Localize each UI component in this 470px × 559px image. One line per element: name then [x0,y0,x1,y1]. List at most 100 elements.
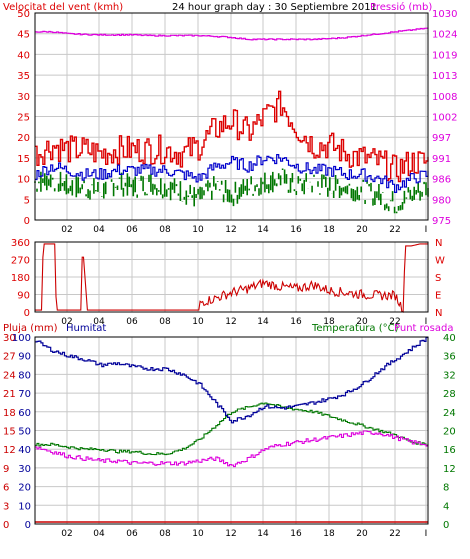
pressure-tick-label: 997 [432,133,451,144]
x-tick-label: 02 [61,529,72,539]
x-tick-label: 08 [159,529,171,539]
rain-tick-label: 0 [3,520,9,531]
temperature-tick-label: 16 [443,445,456,456]
x-tick-label: I [425,529,428,539]
x-tick-label: 14 [257,317,269,327]
direction-tick-label: 360 [11,238,30,249]
compass-tick-label: E [435,291,441,302]
wind-axis-label: Velocitat del vent (kmh) [3,2,123,13]
rain-axis-label: Pluja (mm) [3,323,58,334]
wind-pressure-frame [34,12,429,221]
x-tick-label: 04 [93,225,105,235]
temperature-tick-label: 32 [443,370,456,381]
temperature-axis-label: Temperatura (°C) [311,323,399,334]
x-tick-label: 12 [225,317,236,327]
temperature-series [35,402,429,456]
x-tick-label: 02 [61,317,72,327]
humidity-tick-label: 100 [12,333,31,344]
x-tick-label: 18 [323,225,335,235]
rain-tick-label: 18 [3,408,16,419]
humidity-tick-label: 80 [18,370,31,381]
x-tick-label: 02 [61,225,72,235]
pressure-tick-label: 980 [432,195,451,206]
x-tick-label: I [425,317,428,327]
wind-direction-frame [34,241,429,313]
x-tick-label: 22 [389,225,400,235]
pressure-tick-label: 986 [432,175,451,186]
humidity-series [35,336,429,424]
temperature-tick-label: 28 [443,389,456,400]
pressure-tick-label: 1013 [432,71,457,82]
direction-tick-label: 90 [17,291,30,302]
direction-tick-label: 0 [24,308,30,319]
temperature-tick-label: 8 [443,483,449,494]
wind-average-series [35,154,429,193]
pressure-series [35,27,429,41]
x-tick-label: 20 [356,317,368,327]
dewpoint-axis-label: Punt rosada [394,323,453,334]
x-tick-label: 14 [257,225,269,235]
temperature-tick-label: 24 [443,408,456,419]
chart-title: 24 hour graph day : 30 Septiembre 2011 [172,2,377,13]
pressure-tick-label: 1024 [432,30,457,41]
compass-tick-label: N [435,238,442,249]
x-tick-label: 16 [290,317,302,327]
humidity-tick-label: 50 [18,427,31,438]
wind-tick-label: 30 [17,92,30,103]
pressure-tick-label: 1002 [432,113,457,124]
x-tick-label: 14 [257,529,269,539]
rain-tick-label: 12 [3,445,16,456]
rain-tick-label: 27 [3,352,16,363]
wind-tick-label: 25 [17,113,30,124]
x-tick-label: 20 [356,529,368,539]
x-tick-label: 18 [323,529,335,539]
x-tick-label: 16 [290,225,302,235]
x-tick-label: 20 [356,225,368,235]
rain-tick-label: 3 [3,501,9,512]
humidity-tick-label: 90 [18,352,31,363]
temperature-tick-label: 12 [443,464,456,475]
x-tick-label: 16 [290,529,302,539]
wind-tick-label: 5 [24,195,30,206]
humidity-tick-label: 60 [18,408,31,419]
direction-tick-label: 180 [11,273,30,284]
x-tick-label: 12 [225,529,236,539]
rain-tick-label: 24 [3,370,16,381]
humidity-tick-label: 30 [18,464,31,475]
humidity-axis-label: Humitat [66,323,106,334]
wind-tick-label: 50 [17,9,30,20]
x-tick-label: I [425,225,428,235]
dewpoint-series [35,430,429,468]
wind-tick-label: 40 [17,50,30,61]
direction-tick-label: 270 [11,256,30,267]
wind-gust-series [35,90,429,183]
pressure-tick-label: 991 [432,154,451,165]
wind-tick-label: 10 [17,175,30,186]
humidity-tick-label: 10 [18,501,31,512]
x-tick-label: 22 [389,529,400,539]
compass-tick-label: S [435,273,441,284]
compass-tick-label: W [435,256,445,267]
pressure-tick-label: 1019 [432,50,457,61]
pressure-axis-label: Pressió (mb) [370,1,432,13]
humidity-tick-label: 20 [18,483,31,494]
wind-tick-label: 15 [17,154,30,165]
x-tick-label: 08 [159,225,171,235]
temperature-tick-label: 40 [443,333,456,344]
pressure-tick-label: 1008 [432,92,457,103]
wind-tick-label: 45 [17,30,30,41]
rain-tick-label: 15 [3,427,16,438]
temperature-tick-label: 36 [443,352,456,363]
x-tick-label: 10 [192,529,204,539]
x-tick-label: 06 [126,225,138,235]
wind-pressure-panel: 0510152025303540455097598098699199710021… [17,9,457,235]
humidity-temperature-frame [34,336,429,525]
wind-direction-series [35,243,428,313]
rain-tick-label: 30 [3,333,16,344]
x-tick-label: 04 [93,529,105,539]
compass-tick-label: N [435,308,442,319]
rain-tick-label: 9 [3,464,9,475]
rain-tick-label: 21 [3,389,16,400]
